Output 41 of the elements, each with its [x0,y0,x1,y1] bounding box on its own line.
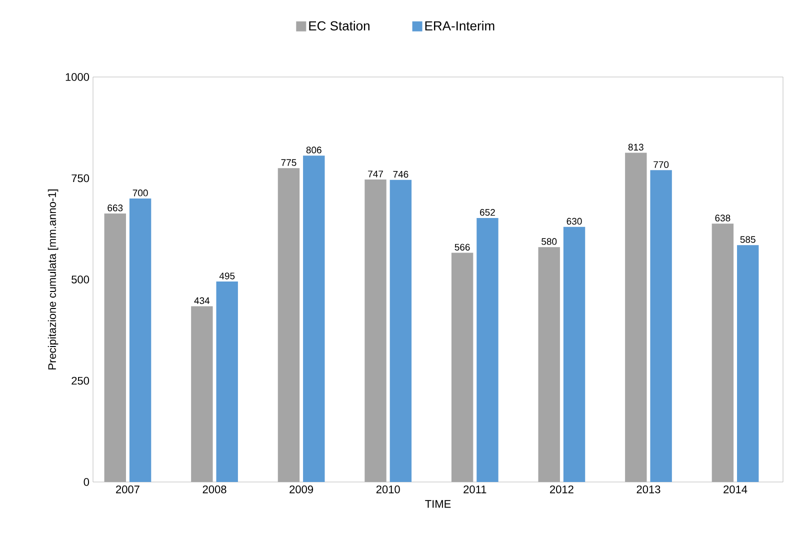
data-label: 652 [480,209,495,216]
data-label: 813 [628,144,644,151]
x-tick-label: 2011 [464,486,486,494]
x-tick-label: 2009 [290,486,314,494]
data-label: 663 [108,204,123,212]
bar [129,198,152,482]
x-tick-label: 2010 [376,486,400,494]
data-label: 770 [654,161,669,168]
data-label: 638 [715,214,730,222]
y-tick-label: 1000 [66,73,90,81]
legend-label: ERA-Interim [425,20,494,30]
x-axis-title: TIME [425,500,451,508]
data-label: 700 [132,190,148,196]
data-label: 806 [306,146,322,154]
bar [476,218,498,482]
y-tick-label: 250 [72,376,90,385]
bar [390,180,412,482]
x-tick-label: 2012 [550,486,574,494]
y-tick-label: 500 [72,276,90,284]
y-tick-label: 750 [72,174,90,182]
y-tick-label: 0 [84,478,90,486]
bar [650,170,672,482]
data-label: 434 [194,297,210,304]
data-label: 566 [454,244,470,251]
data-label: 775 [281,159,296,166]
bar [563,226,586,482]
data-label: 630 [566,218,582,225]
data-label: 580 [542,238,557,245]
bar [737,245,759,482]
data-label: 746 [393,170,408,178]
x-tick-label: 2007 [116,486,140,494]
data-label: 747 [368,170,383,178]
x-tick-label: 2008 [202,486,226,494]
x-tick-label: 2014 [724,486,748,494]
y-axis-title: Precipitazione cumulata [mm.anno-1] [48,190,58,370]
data-label: 585 [740,236,756,243]
bar [216,282,238,482]
bar [303,156,325,482]
data-label: 495 [219,272,235,280]
x-tick-label: 2013 [636,486,660,494]
legend-label: EC Station [309,20,370,30]
